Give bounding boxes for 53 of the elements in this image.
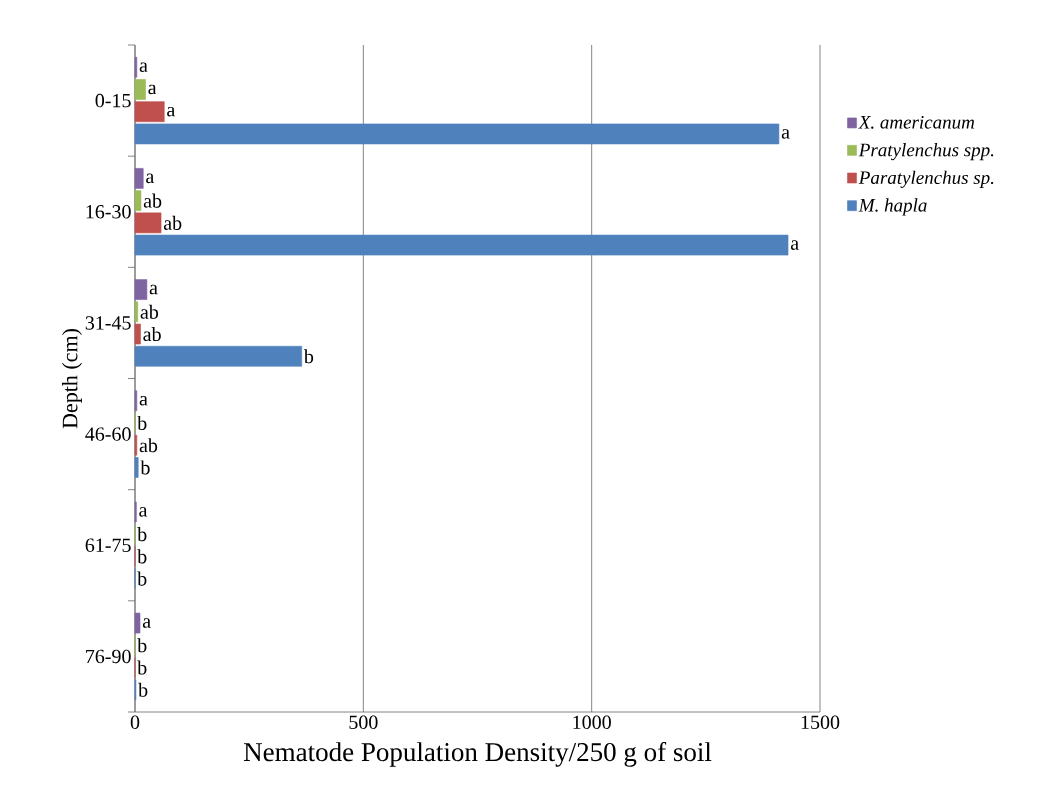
data-label: a bbox=[139, 507, 148, 517]
x-tick-label: 1000 bbox=[573, 715, 611, 730]
data-label: b bbox=[137, 415, 147, 430]
y-axis-title: Depth (cm) bbox=[62, 329, 82, 429]
bar bbox=[134, 101, 165, 123]
data-label: b bbox=[140, 460, 150, 475]
bar bbox=[134, 323, 141, 345]
bar bbox=[134, 79, 146, 100]
y-tick-label: 0-15 bbox=[95, 93, 131, 108]
bar bbox=[134, 457, 139, 478]
data-label: a bbox=[148, 84, 157, 95]
data-label: a bbox=[149, 284, 158, 295]
data-label: b bbox=[137, 527, 147, 542]
bar bbox=[134, 190, 142, 211]
data-label: b bbox=[137, 571, 147, 586]
y-tick-label: 76-90 bbox=[86, 649, 131, 664]
bar bbox=[134, 123, 780, 145]
legend-label: X. americanum bbox=[858, 115, 975, 129]
data-label: a bbox=[139, 395, 148, 406]
data-label: a bbox=[781, 129, 790, 139]
data-label: b bbox=[137, 660, 147, 675]
bar bbox=[134, 301, 139, 323]
y-tick-label: 46-60 bbox=[85, 427, 131, 441]
data-label: ab bbox=[140, 304, 159, 319]
data-label: ab bbox=[139, 438, 158, 453]
y-tick-label: 16-30 bbox=[86, 205, 131, 219]
data-label: ab bbox=[143, 327, 161, 342]
legend-label: Pratylenchus spp. bbox=[858, 143, 994, 161]
data-label: b bbox=[138, 682, 148, 697]
bar bbox=[134, 234, 789, 256]
y-tick-label: 61-75 bbox=[85, 538, 131, 552]
legend-label: Paratylenchus sp. bbox=[858, 170, 994, 188]
data-label: a bbox=[167, 106, 176, 117]
data-label: b bbox=[303, 349, 314, 364]
bar bbox=[134, 168, 144, 189]
data-label: b bbox=[137, 638, 147, 653]
x-tick-label: 0 bbox=[130, 715, 140, 730]
x-tick-label: 1500 bbox=[801, 715, 840, 730]
data-label: a bbox=[146, 173, 155, 184]
legend-label: M. hapla bbox=[858, 198, 927, 216]
data-label: b bbox=[137, 549, 147, 564]
bar bbox=[134, 279, 148, 300]
x-axis-title: Nematode Population Density/250 g of soil bbox=[243, 741, 712, 767]
data-label: a bbox=[139, 62, 148, 73]
y-tick-label: 31-45 bbox=[85, 316, 131, 330]
bar bbox=[134, 345, 302, 367]
bar bbox=[134, 612, 141, 634]
data-label: ab bbox=[143, 193, 162, 208]
bar bbox=[134, 212, 162, 234]
x-tick-label: 500 bbox=[349, 715, 378, 730]
data-label: a bbox=[142, 618, 151, 628]
data-label: a bbox=[790, 240, 799, 250]
data-label: ab bbox=[163, 215, 182, 230]
